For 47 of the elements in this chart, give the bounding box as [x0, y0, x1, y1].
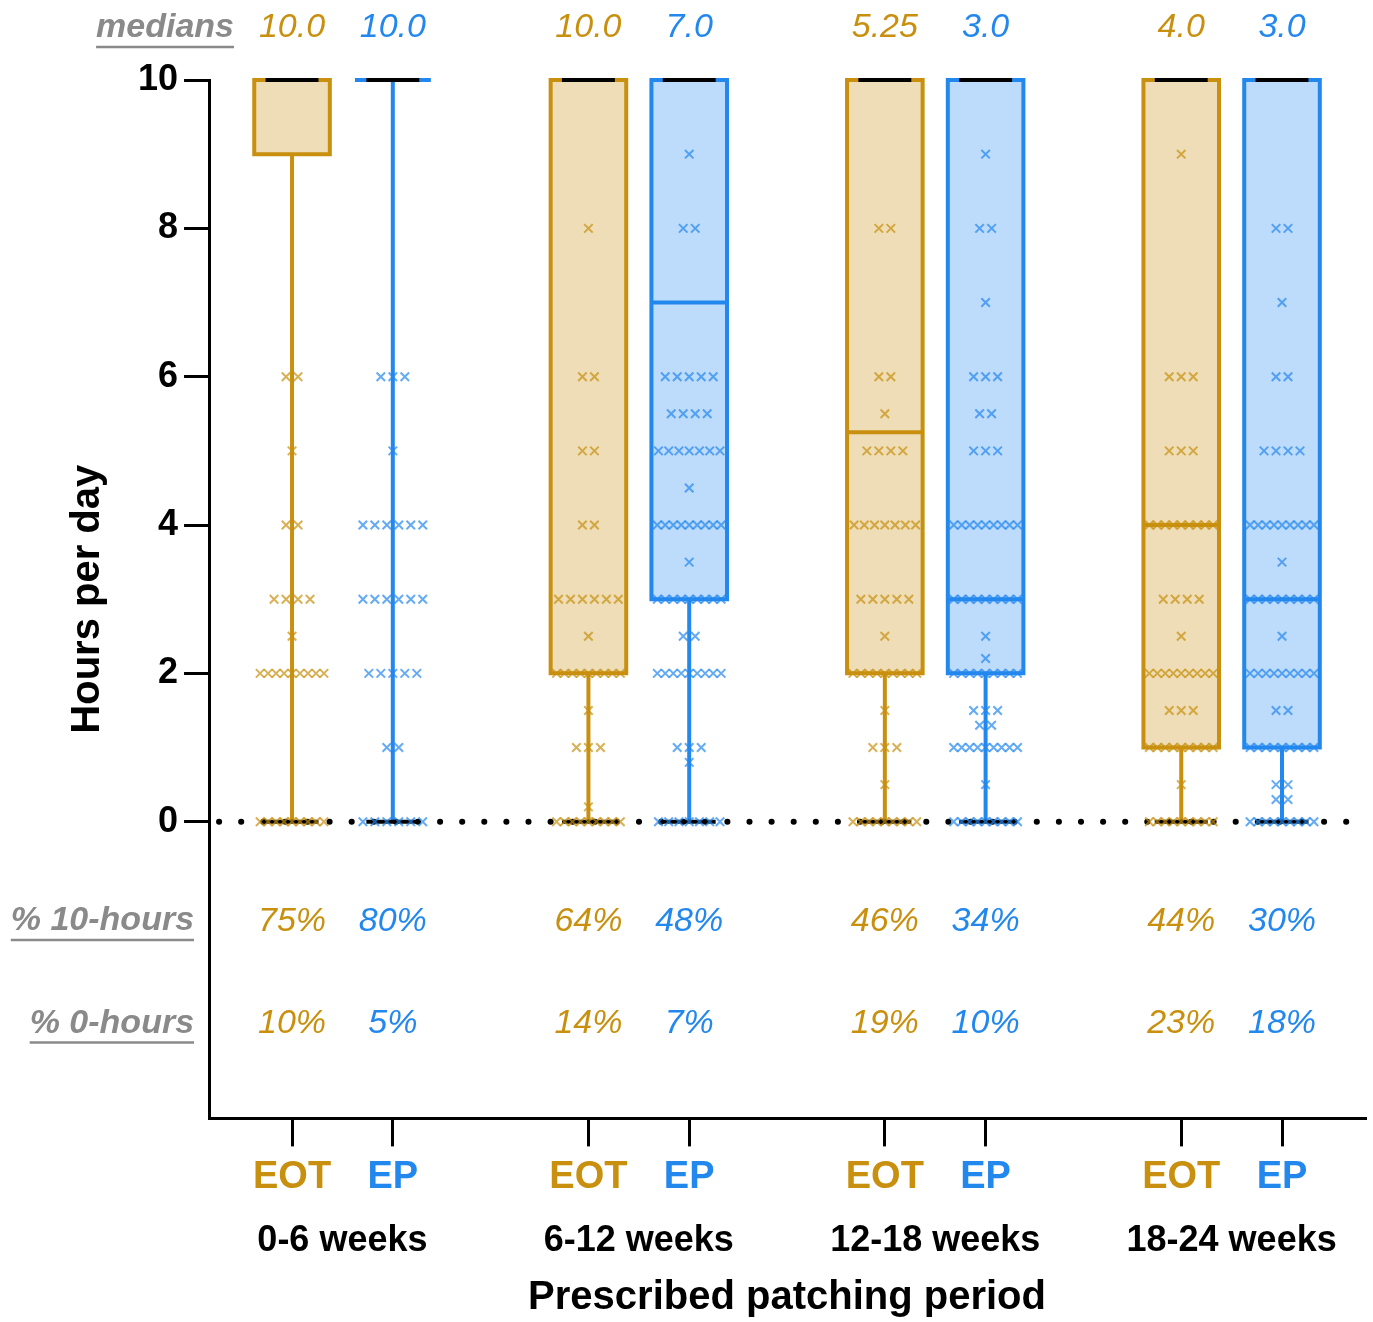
text: EOT: [1142, 1153, 1221, 1196]
text: 7.0: [665, 6, 713, 45]
x-tick-label: 12-18 weeks: [830, 1218, 1041, 1260]
text: EP: [367, 1153, 419, 1196]
annotation: 64%: [554, 899, 623, 938]
text: 3.0: [1258, 6, 1306, 45]
x-axis-title: Prescribed patching period: [528, 1273, 1046, 1318]
text: EOT: [549, 1153, 628, 1196]
annotation: 80%: [358, 899, 427, 938]
annotation: 75%: [258, 899, 327, 938]
text: 5.25: [851, 6, 918, 45]
annotation: 46%: [850, 899, 919, 938]
text: 10.0: [555, 6, 622, 45]
y-tick-label: 2: [158, 650, 179, 692]
annotation: 10%: [258, 1001, 327, 1040]
x-tick-label: 0-6 weeks: [257, 1218, 428, 1260]
text: 10.0: [359, 6, 426, 45]
annotation: 23%: [1146, 1001, 1216, 1040]
y-tick-label: 10: [138, 56, 179, 98]
text: EP: [663, 1153, 715, 1196]
text: 3.0: [961, 6, 1010, 45]
annotation: 19%: [850, 1001, 919, 1040]
text: EOT: [845, 1153, 924, 1196]
text: 4.0: [1157, 6, 1205, 45]
annotation: 44%: [1147, 899, 1216, 938]
y-axis-title: Hours per day: [63, 463, 108, 734]
y-tick-label: 6: [158, 353, 179, 395]
annotation: 14%: [554, 1001, 623, 1040]
text: EP: [960, 1153, 1011, 1196]
y-tick-label: 8: [158, 205, 179, 247]
annotation: 48%: [655, 899, 724, 938]
annotation: 5%: [368, 1001, 418, 1040]
text: 10.0: [258, 6, 326, 45]
text: medians: [96, 6, 235, 45]
y-tick-label: 4: [158, 501, 179, 543]
text: EP: [1256, 1153, 1308, 1196]
annotation: 34%: [951, 899, 1020, 938]
y-tick-label: 0: [158, 798, 179, 840]
annotation: 10%: [951, 1001, 1020, 1040]
x-tick-label: 6-12 weeks: [543, 1218, 734, 1260]
annotation: 30%: [1247, 899, 1317, 938]
annotation: 18%: [1247, 1001, 1317, 1040]
text: EOT: [252, 1153, 332, 1196]
text: % 0-hours: [29, 1001, 195, 1040]
text: % 10-hours: [10, 899, 195, 938]
x-tick-label: 18-24 weeks: [1126, 1218, 1337, 1260]
annotation: 7%: [664, 1001, 714, 1040]
